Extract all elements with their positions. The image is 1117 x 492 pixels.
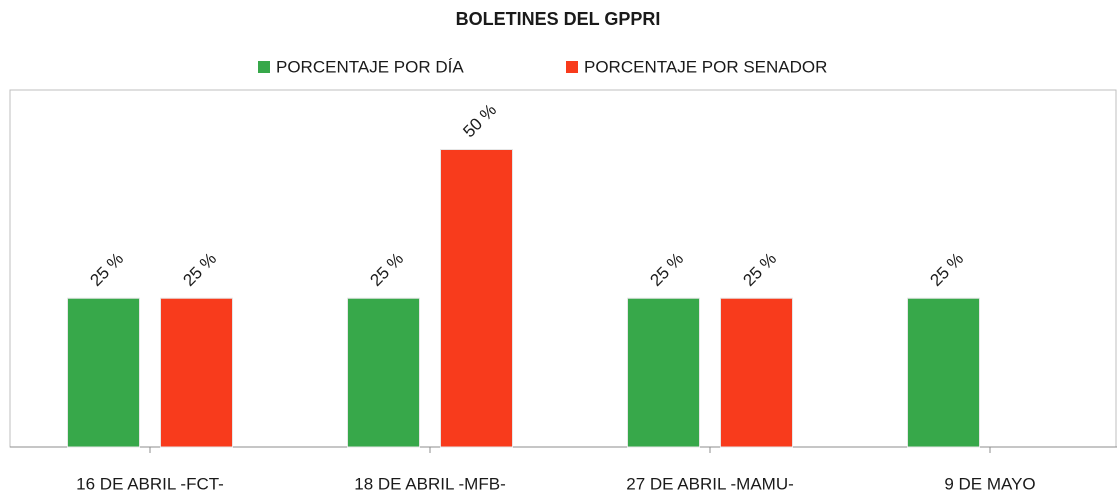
legend-label: PORCENTAJE POR DÍA bbox=[276, 57, 464, 76]
bar bbox=[347, 297, 420, 448]
value-label: 25 % bbox=[179, 249, 220, 290]
bar bbox=[720, 297, 793, 448]
value-label: 25 % bbox=[739, 249, 780, 290]
x-tick-label: 18 DE ABRIL -MFB- bbox=[354, 474, 505, 492]
chart-title: BOLETINES DEL GPPRI bbox=[456, 9, 661, 29]
bar bbox=[160, 297, 233, 448]
value-label: 25 % bbox=[926, 249, 967, 290]
bar bbox=[627, 297, 700, 448]
x-tick-label: 16 DE ABRIL -FCT- bbox=[76, 474, 224, 492]
value-label: 25 % bbox=[366, 249, 407, 290]
x-tick-label: 27 DE ABRIL -MAMU- bbox=[626, 474, 794, 492]
x-tick-label: 9 DE MAYO bbox=[944, 474, 1035, 492]
legend-label: PORCENTAJE POR SENADOR bbox=[584, 57, 827, 76]
bar bbox=[907, 297, 980, 448]
bar bbox=[440, 149, 513, 448]
value-label: 25 % bbox=[646, 249, 687, 290]
value-label: 25 % bbox=[86, 249, 127, 290]
legend-swatch bbox=[566, 61, 578, 73]
legend-swatch bbox=[258, 61, 270, 73]
value-label: 50 % bbox=[459, 100, 500, 141]
bar bbox=[67, 297, 140, 448]
